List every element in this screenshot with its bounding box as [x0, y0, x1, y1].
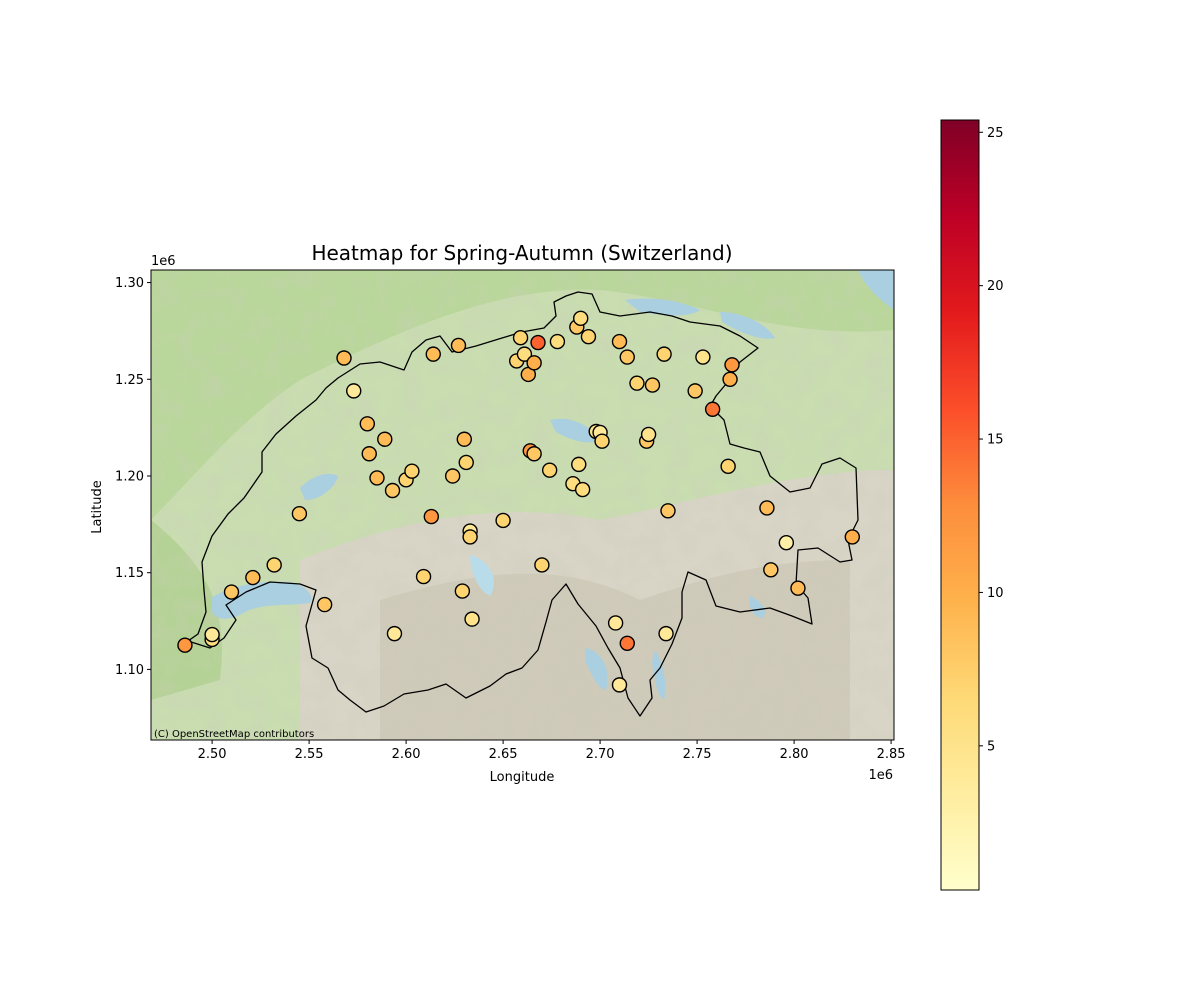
station-point [619, 635, 635, 651]
y-tick-label: 1.15 [115, 566, 144, 581]
colorbar-tick-label: 10 [987, 586, 1004, 601]
station-point [580, 329, 597, 345]
station-point [704, 401, 721, 417]
station-point [658, 625, 674, 642]
station-point [377, 431, 393, 447]
station-point [644, 377, 661, 393]
station-point [574, 481, 591, 498]
colorbar-tick-label: 15 [987, 433, 1004, 448]
station-point [458, 454, 474, 471]
station-point [425, 346, 441, 362]
x-tick-label: 2.85 [877, 747, 906, 762]
station-point [384, 482, 401, 499]
station-point [594, 433, 610, 449]
y-axis-ticks: 1.10 1.15 1.20 1.25 1.30 [115, 276, 151, 678]
station-point [611, 677, 628, 693]
colorbar-gradient [940, 119, 980, 891]
station-points [177, 310, 860, 693]
y-tick-label: 1.20 [115, 469, 144, 484]
station-point [549, 333, 566, 350]
x-tick-label: 2.55 [295, 747, 324, 762]
station-point [245, 569, 261, 586]
station-point [571, 456, 587, 473]
station-point [844, 529, 860, 545]
station-point [695, 349, 711, 365]
x-tick-label: 2.75 [683, 747, 712, 762]
colorbar: 5 10 15 20 25 [940, 119, 1004, 891]
colorbar-tick-label: 20 [987, 279, 1004, 294]
station-point [724, 357, 740, 373]
x-tick-label: 2.60 [392, 747, 421, 762]
colorbar-tick-label: 5 [987, 739, 995, 754]
station-point [790, 580, 806, 596]
station-point [660, 503, 676, 519]
station-point [456, 431, 473, 447]
attribution-text: (C) OpenStreetMap contributors [154, 729, 314, 740]
y-axis-offset-label: 1e6 [151, 254, 176, 269]
station-point [607, 615, 624, 631]
y-tick-label: 1.25 [115, 373, 144, 388]
station-point [534, 557, 550, 573]
station-point [526, 446, 542, 462]
station-point [454, 583, 471, 599]
x-tick-label: 2.50 [198, 747, 227, 762]
station-point [369, 470, 385, 486]
station-point [386, 625, 403, 642]
x-axis-ticks: 2.50 2.55 2.60 2.65 2.70 2.75 2.80 2.85 [198, 740, 906, 762]
station-point [464, 611, 480, 627]
station-point [778, 535, 795, 551]
x-tick-label: 2.70 [586, 747, 615, 762]
station-point [759, 500, 775, 516]
station-point [611, 333, 628, 350]
station-point [656, 346, 672, 362]
station-point [541, 462, 558, 478]
station-point [204, 626, 220, 643]
x-tick-label: 2.80 [780, 747, 809, 762]
station-point [640, 426, 657, 443]
station-point [223, 584, 240, 600]
y-tick-label: 1.10 [115, 663, 144, 678]
station-point [763, 562, 779, 578]
x-tick-label: 2.65 [489, 747, 518, 762]
station-point [450, 337, 467, 354]
station-point [346, 383, 362, 399]
colorbar-tick-label: 25 [987, 126, 1004, 141]
station-point [444, 468, 461, 484]
y-tick-label: 1.30 [115, 276, 144, 291]
station-point [177, 637, 193, 653]
chart-title: Heatmap for Spring-Autumn (Switzerland) [311, 241, 732, 265]
station-point [629, 375, 645, 391]
station-point [526, 355, 542, 371]
station-point [530, 334, 546, 351]
station-point [359, 416, 376, 432]
plot-frame [150, 269, 895, 741]
station-point [423, 508, 440, 525]
colorbar-ticks: 5 10 15 20 25 [979, 126, 1004, 754]
x-axis-offset-label: 1e6 [868, 768, 893, 783]
station-point [720, 458, 736, 475]
station-point [462, 529, 478, 545]
x-axis-label: Longitude [490, 770, 555, 785]
station-point [619, 349, 635, 365]
station-point [415, 568, 432, 585]
station-point [266, 557, 282, 573]
station-point [495, 512, 511, 529]
station-point [512, 329, 529, 346]
station-point [291, 506, 308, 522]
y-axis-label: Latitude [90, 480, 105, 534]
station-point [572, 310, 589, 327]
station-point [722, 371, 738, 387]
station-point [516, 346, 533, 362]
station-point [336, 350, 352, 366]
station-point [361, 446, 377, 462]
station-point [687, 383, 703, 399]
station-point [316, 596, 333, 613]
station-point [404, 463, 420, 479]
